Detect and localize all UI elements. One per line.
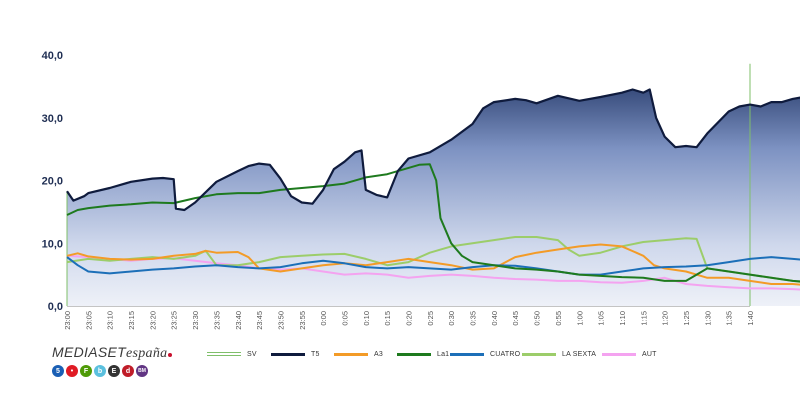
x-tick-label: 0:45 (511, 311, 520, 326)
x-tick-label: 1:25 (682, 311, 691, 326)
legend-item: La1 (397, 348, 449, 360)
brand-dot (168, 353, 173, 357)
legend-label: La1 (437, 350, 450, 358)
legend-item: AUT (602, 348, 657, 360)
x-tick-label: 23:30 (191, 311, 200, 330)
legend-label: A3 (374, 350, 383, 358)
y-tick-label: 40,0 (42, 50, 63, 62)
legend-item: T5 (271, 348, 320, 360)
x-tick-label: 23:00 (63, 311, 72, 330)
channel-logo-icon: F (80, 365, 92, 377)
legend-swatch (522, 352, 556, 356)
x-tick-label: 0:00 (319, 311, 328, 326)
legend-swatch (334, 352, 368, 356)
x-tick-label: 23:15 (127, 311, 136, 330)
legend-item: CUATRO (450, 348, 520, 360)
x-tick-label: 1:10 (618, 311, 627, 326)
x-tick-label: 23:55 (298, 311, 307, 330)
y-tick-label: 10,0 (42, 238, 63, 250)
x-tick-label: 1:15 (639, 311, 648, 326)
channel-logo-icon: E (108, 365, 120, 377)
x-tick-label: 0:20 (405, 311, 414, 326)
x-tick-label: 0:15 (383, 311, 392, 326)
x-tick-label: 0:50 (533, 311, 542, 326)
series-line-aut (66, 254, 800, 291)
channel-logo-icon: 5 (52, 365, 64, 377)
legend-swatch (450, 352, 484, 356)
x-tick-label: 1:35 (725, 311, 734, 326)
series-line-a3 (66, 243, 800, 286)
legend-swatch (602, 352, 636, 356)
legend-item: A3 (334, 348, 383, 360)
x-tick-label: 23:40 (234, 311, 243, 330)
channel-logo-icon: BM (136, 365, 148, 377)
channel-logo-icon: d (122, 365, 134, 377)
x-tick-label: 23:50 (276, 311, 285, 330)
x-tick-label: 1:00 (575, 311, 584, 326)
y-tick-label: 30,0 (42, 113, 63, 125)
y-tick-label: 20,0 (42, 176, 63, 188)
x-tick-label: 23:25 (170, 311, 179, 330)
legend-swatch (271, 352, 305, 356)
audience-chart: 0,0 10,0 20,0 30,0 40,0 23:00 23:05 23:10 23:15 2… (42, 50, 800, 330)
x-tick-label: 23:45 (255, 311, 264, 330)
x-tick-label: 1:20 (661, 311, 670, 326)
channel-logo-icon: b (94, 365, 106, 377)
chart-legend: SV T5 A3 La1 CUATRO LA SEXTA AUT (207, 348, 767, 362)
x-tick-label: 0:55 (554, 311, 563, 326)
x-tick-label: 1:30 (703, 311, 712, 326)
x-tick-label: 0:40 (490, 311, 499, 326)
legend-label: SV (247, 350, 257, 358)
x-tick-label: 0:10 (362, 311, 371, 326)
brand-name-part2: españa (125, 346, 168, 361)
x-tick-label: 0:30 (447, 311, 456, 326)
x-tick-label: 23:05 (84, 311, 93, 330)
x-tick-label: 23:35 (212, 311, 221, 330)
x-tick-label: 0:25 (426, 311, 435, 326)
legend-swatch (397, 352, 431, 356)
legend-label: AUT (642, 350, 657, 358)
legend-item: SV (207, 348, 257, 360)
series-line-t5 (66, 88, 800, 212)
legend-label: CUATRO (490, 350, 521, 358)
brand-logo: MEDIASETespaña (52, 344, 173, 362)
series-line-la1 (66, 163, 800, 283)
t5-area-fill (67, 89, 800, 306)
x-tick-label: 0:35 (469, 311, 478, 326)
x-tick-label: 1:40 (746, 311, 755, 326)
channel-logo-icon: • (66, 365, 78, 377)
x-tick-label: 0:05 (340, 311, 349, 326)
legend-label: T5 (311, 350, 320, 358)
brand-name-part1: MEDIASET (52, 344, 126, 360)
x-tick-label: 23:10 (106, 311, 115, 330)
legend-label: LA SEXTA (562, 350, 597, 358)
y-tick-label: 0,0 (48, 301, 63, 313)
x-tick-label: 23:20 (148, 311, 157, 330)
legend-item: LA SEXTA (522, 348, 596, 360)
x-tick-label: 1:05 (597, 311, 606, 326)
legend-swatch (207, 352, 241, 356)
